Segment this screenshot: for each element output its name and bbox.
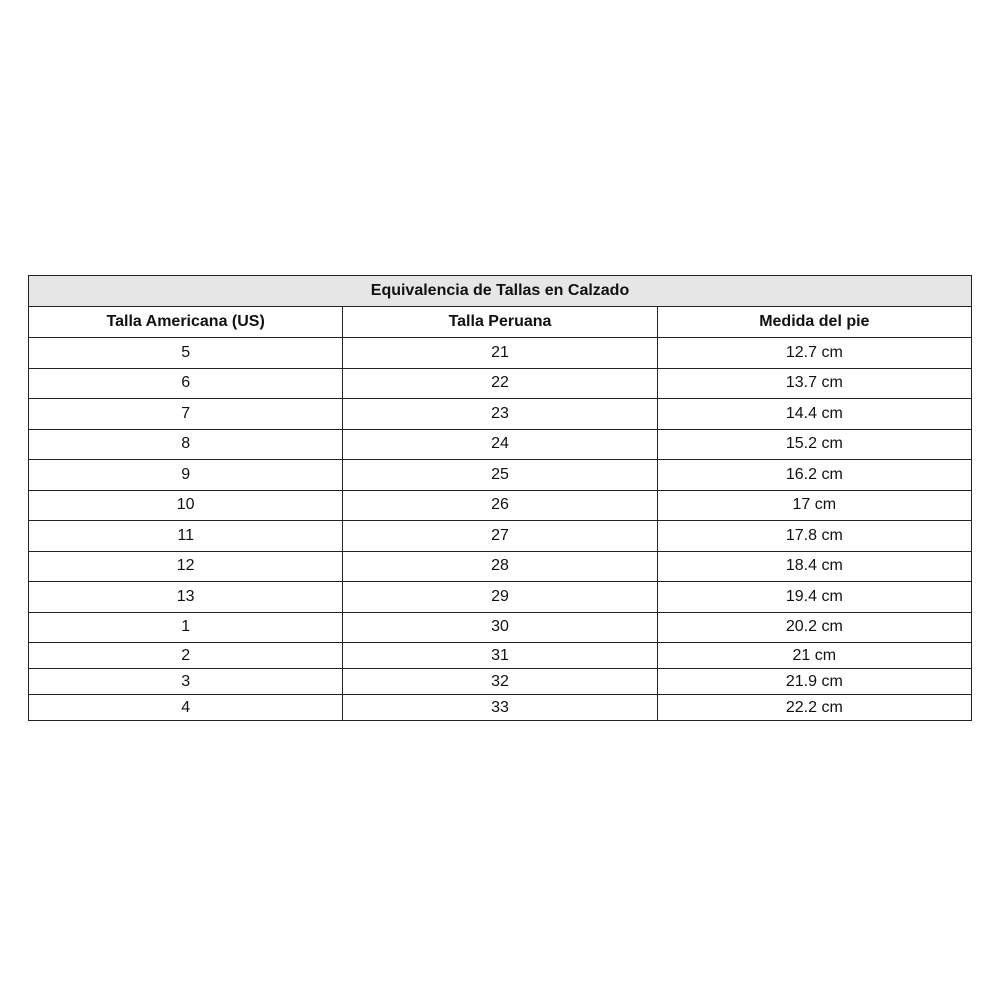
- table-row: 7 23 14.4 cm: [27, 398, 973, 430]
- cell-foot-length: 21 cm: [656, 642, 973, 669]
- cell-peru-size: 21: [342, 337, 658, 369]
- header-peru-size: Talla Peruana: [342, 306, 658, 338]
- cell-foot-length: 12.7 cm: [656, 337, 973, 369]
- cell-peru-size: 31: [342, 642, 658, 669]
- cell-us-size: 2: [27, 642, 344, 669]
- cell-foot-length: 14.4 cm: [656, 398, 973, 430]
- table-row: 6 22 13.7 cm: [27, 367, 973, 399]
- table-row: 10 26 17 cm: [27, 489, 973, 521]
- table-row: 5 21 12.7 cm: [27, 337, 973, 369]
- cell-foot-length: 17.8 cm: [656, 520, 973, 552]
- cell-peru-size: 22: [342, 367, 658, 399]
- cell-us-size: 10: [27, 489, 344, 521]
- cell-peru-size: 23: [342, 398, 658, 430]
- cell-foot-length: 19.4 cm: [656, 581, 973, 613]
- cell-foot-length: 17 cm: [656, 489, 973, 521]
- table-row: 4 33 22.2 cm: [27, 694, 973, 721]
- cell-us-size: 6: [27, 367, 344, 399]
- cell-us-size: 5: [27, 337, 344, 369]
- cell-peru-size: 29: [342, 581, 658, 613]
- table-row: 1 30 20.2 cm: [27, 611, 973, 643]
- cell-us-size: 3: [27, 668, 344, 695]
- cell-us-size: 9: [27, 459, 344, 491]
- cell-foot-length: 15.2 cm: [656, 428, 973, 460]
- cell-peru-size: 26: [342, 489, 658, 521]
- cell-us-size: 8: [27, 428, 344, 460]
- table-row: 13 29 19.4 cm: [27, 581, 973, 613]
- table-row: 8 24 15.2 cm: [27, 428, 973, 460]
- cell-peru-size: 25: [342, 459, 658, 491]
- cell-us-size: 12: [27, 550, 344, 582]
- cell-peru-size: 27: [342, 520, 658, 552]
- cell-us-size: 4: [27, 694, 344, 721]
- cell-foot-length: 21.9 cm: [656, 668, 973, 695]
- cell-peru-size: 28: [342, 550, 658, 582]
- cell-peru-size: 30: [342, 611, 658, 643]
- cell-peru-size: 24: [342, 428, 658, 460]
- table-row: 9 25 16.2 cm: [27, 459, 973, 491]
- table-body: 5 21 12.7 cm 6 22 13.7 cm 7 23 14.4 cm 8 24 15.2 cm…: [27, 337, 973, 721]
- size-equivalence-table: Equivalencia de Tallas en Calzado Talla …: [27, 275, 973, 721]
- cell-us-size: 11: [27, 520, 344, 552]
- header-foot-length: Medida del pie: [656, 306, 973, 338]
- table-row: 12 28 18.4 cm: [27, 550, 973, 582]
- cell-peru-size: 32: [342, 668, 658, 695]
- cell-us-size: 13: [27, 581, 344, 613]
- cell-us-size: 7: [27, 398, 344, 430]
- cell-foot-length: 16.2 cm: [656, 459, 973, 491]
- table-row: 3 32 21.9 cm: [27, 668, 973, 695]
- cell-peru-size: 33: [342, 694, 658, 721]
- cell-foot-length: 18.4 cm: [656, 550, 973, 582]
- cell-foot-length: 13.7 cm: [656, 367, 973, 399]
- table-row: 11 27 17.8 cm: [27, 520, 973, 552]
- table-title: Equivalencia de Tallas en Calzado: [28, 275, 972, 307]
- cell-foot-length: 22.2 cm: [656, 694, 973, 721]
- cell-us-size: 1: [27, 611, 344, 643]
- cell-foot-length: 20.2 cm: [656, 611, 973, 643]
- table-row: 2 31 21 cm: [27, 642, 973, 669]
- header-us-size: Talla Americana (US): [27, 306, 344, 338]
